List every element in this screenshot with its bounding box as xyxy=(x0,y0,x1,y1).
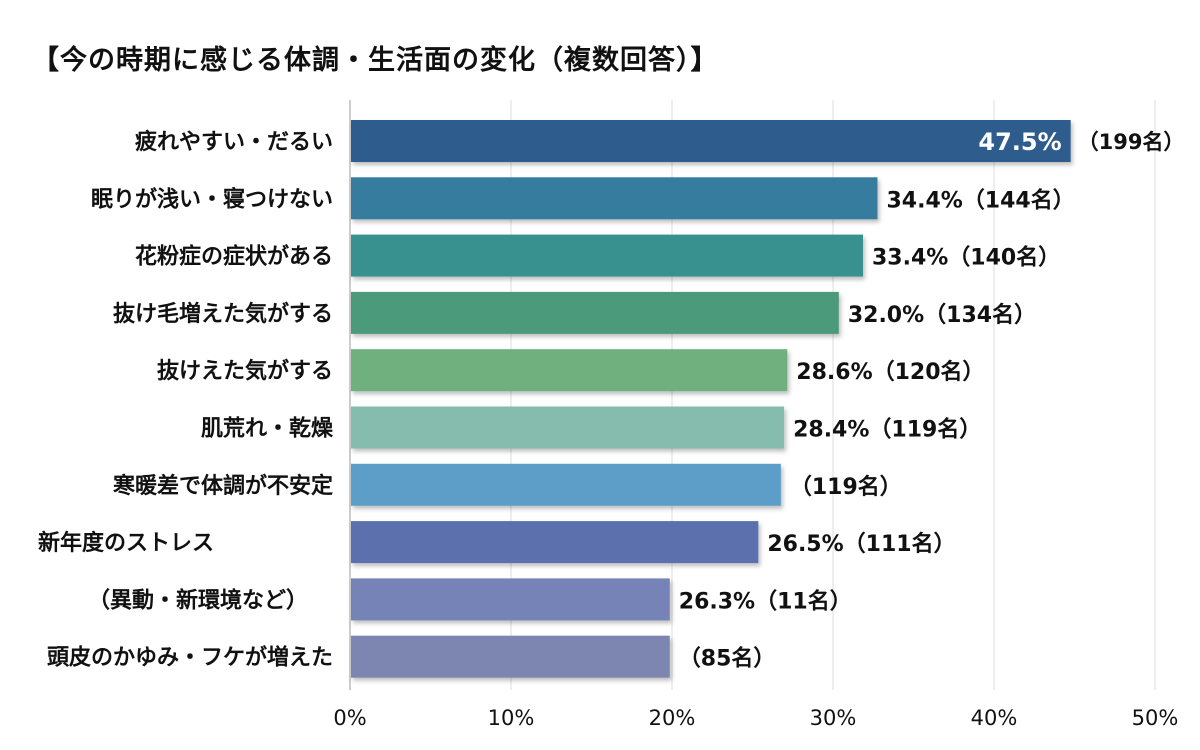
category-label: 新年度のストレス xyxy=(38,530,214,556)
bar xyxy=(351,349,788,392)
category-label: 抜け毛増えた気がする xyxy=(113,301,333,327)
data-label: 33.4%（140名） xyxy=(872,245,1060,271)
bar xyxy=(351,521,759,564)
bar xyxy=(351,291,839,334)
category-label: 寒暖差で体調が不安定 xyxy=(113,473,333,499)
bar xyxy=(351,463,781,506)
category-label: 肌荒れ・乾燥 xyxy=(201,416,334,442)
data-label: 28.6%（120名） xyxy=(796,359,984,385)
data-label: （119名） xyxy=(790,474,902,500)
bar xyxy=(351,234,863,277)
data-label-count: （199名） xyxy=(1078,130,1185,154)
x-tick-label: 20% xyxy=(649,706,696,730)
category-label: 抜けえた気がする xyxy=(157,358,333,384)
data-label: 34.4%（144名） xyxy=(886,187,1074,213)
data-label: 32.0%（134名） xyxy=(848,302,1036,328)
x-tick-label: 50% xyxy=(1132,706,1179,730)
x-tick-label: 40% xyxy=(971,706,1018,730)
chart-title: 【今の時期に感じる体調・生活面の変化（複数回答）】 xyxy=(32,45,719,76)
category-label: 疲れやすい・だるい xyxy=(135,129,333,155)
data-label: 47.5% xyxy=(978,128,1061,156)
bar xyxy=(351,177,878,220)
category-label: （異動・新環境など） xyxy=(88,587,308,613)
data-label: 26.3%（11名） xyxy=(679,588,852,614)
data-label: 26.5%（111名） xyxy=(767,531,955,557)
data-label: （85名） xyxy=(679,646,776,672)
bar xyxy=(351,120,1071,162)
x-tick-label: 30% xyxy=(810,706,857,730)
bar xyxy=(351,578,670,621)
bar xyxy=(351,406,785,449)
category-label: 頭皮のかゆみ・フケが増えた xyxy=(47,645,333,671)
x-tick-label: 0% xyxy=(333,706,366,730)
category-label: 眠りが浅い・寝つけない xyxy=(91,186,333,212)
data-label: 28.4%（119名） xyxy=(793,417,981,443)
category-label: 花粉症の症状がある xyxy=(135,244,333,270)
x-tick-label: 10% xyxy=(488,706,535,730)
bar xyxy=(351,635,670,678)
